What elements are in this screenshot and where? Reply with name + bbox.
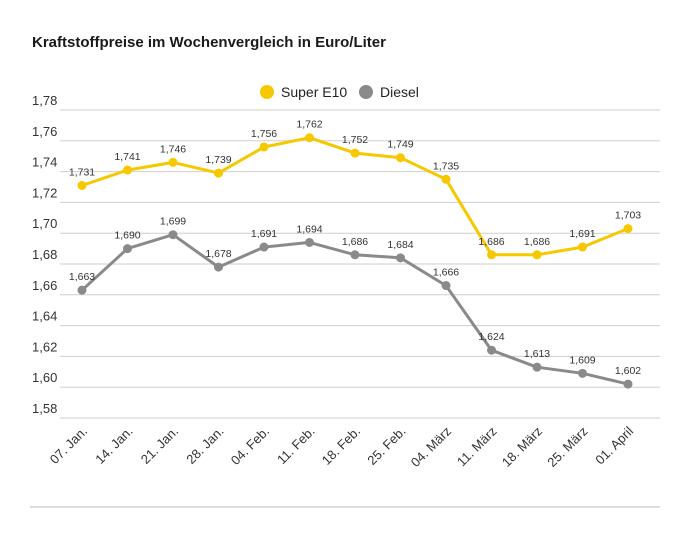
data-label: 1,731 — [69, 166, 95, 178]
x-tick-label: 14. Jan. — [92, 424, 135, 467]
x-tick-label: 18. Feb. — [319, 424, 363, 468]
y-tick-label: 1,66 — [32, 278, 57, 293]
data-label: 1,735 — [433, 160, 459, 172]
x-tick-label: 25. Feb. — [364, 424, 408, 468]
data-point — [396, 253, 405, 263]
data-point — [305, 133, 314, 143]
data-point — [623, 379, 633, 389]
data-label: 1,762 — [296, 119, 322, 131]
x-tick-label: 07. Jan. — [47, 424, 90, 467]
x-tick-label: 11. Feb. — [274, 424, 318, 468]
series-group: 1,731 1,741 1,746 1,739 1,756 1,762 1,752 1,749… — [69, 119, 641, 389]
chart-title: Kraftstoffpreise im Wochenvergleich in E… — [32, 34, 386, 51]
data-label: 1,602 — [615, 365, 641, 377]
data-label: 1,613 — [524, 348, 550, 360]
data-label: 1,739 — [205, 154, 231, 166]
y-tick-label: 1,78 — [32, 93, 57, 108]
legend-label: Super E10 — [281, 84, 347, 100]
data-label: 1,752 — [342, 134, 368, 146]
y-axis: 1,78 1,76 1,74 1,72 1,70 1,68 1,66 1,64 1,62 1,60… — [32, 93, 57, 416]
data-label: 1,624 — [478, 331, 504, 343]
data-label: 1,690 — [114, 230, 140, 242]
data-label: 1,703 — [615, 210, 641, 222]
data-point — [168, 230, 178, 240]
data-point — [623, 224, 633, 234]
legend-marker — [359, 85, 373, 99]
x-tick-label: 11. März — [454, 424, 500, 470]
y-tick-label: 1,64 — [32, 309, 57, 324]
x-tick-label: 18. März — [499, 424, 545, 470]
data-point — [77, 285, 87, 295]
data-label: 1,691 — [251, 228, 277, 240]
y-tick-label: 1,60 — [32, 370, 57, 385]
y-tick-label: 1,58 — [32, 401, 57, 416]
y-tick-label: 1,70 — [32, 216, 57, 231]
x-tick-label: 04. März — [408, 424, 454, 470]
x-tick-label: 25. März — [544, 424, 590, 470]
data-point — [487, 345, 496, 355]
data-label: 1,691 — [569, 228, 595, 240]
data-label: 1,749 — [387, 139, 413, 151]
data-point — [259, 142, 269, 152]
data-point — [350, 250, 360, 260]
data-label: 1,663 — [69, 271, 95, 283]
legend-marker — [260, 85, 274, 99]
data-point — [441, 174, 451, 184]
data-label: 1,686 — [524, 236, 550, 248]
x-tick-label: 01. April — [592, 423, 636, 467]
data-point — [214, 168, 223, 178]
data-point — [123, 244, 132, 254]
y-tick-label: 1,62 — [32, 339, 57, 354]
data-label: 1,694 — [296, 223, 322, 235]
data-label: 1,699 — [160, 216, 186, 228]
data-label: 1,686 — [478, 236, 504, 248]
data-label: 1,684 — [387, 239, 413, 251]
data-label: 1,666 — [433, 267, 459, 279]
y-tick-label: 1,76 — [32, 124, 57, 139]
grid-lines — [60, 109, 660, 419]
data-label: 1,609 — [569, 354, 595, 366]
data-point — [396, 153, 405, 163]
data-point — [168, 157, 178, 167]
data-point — [77, 180, 87, 190]
data-point — [350, 148, 360, 158]
data-point — [305, 237, 314, 247]
x-axis: 07. Jan. 14. Jan. 21. Jan. 28. Jan. 04. Feb.… — [47, 423, 636, 469]
data-point — [123, 165, 132, 175]
data-label: 1,686 — [342, 236, 368, 248]
x-tick-label: 28. Jan. — [183, 424, 226, 467]
legend: Super E10 Diesel — [260, 84, 419, 100]
data-point — [259, 242, 269, 252]
data-label: 1,741 — [114, 151, 140, 163]
y-tick-label: 1,68 — [32, 247, 57, 262]
data-label: 1,678 — [205, 248, 231, 260]
data-point — [487, 250, 496, 260]
legend-label: Diesel — [380, 84, 419, 100]
data-point — [441, 281, 451, 291]
data-point — [578, 242, 587, 252]
x-tick-label: 04. Feb. — [228, 424, 272, 468]
y-tick-label: 1,74 — [32, 155, 57, 170]
x-tick-label: 21. Jan. — [138, 424, 181, 467]
data-point — [532, 362, 542, 372]
data-point — [214, 262, 223, 272]
data-label: 1,746 — [160, 143, 186, 155]
y-tick-label: 1,72 — [32, 185, 57, 200]
data-point — [578, 368, 587, 378]
data-point — [532, 250, 542, 260]
data-label: 1,756 — [251, 128, 277, 140]
